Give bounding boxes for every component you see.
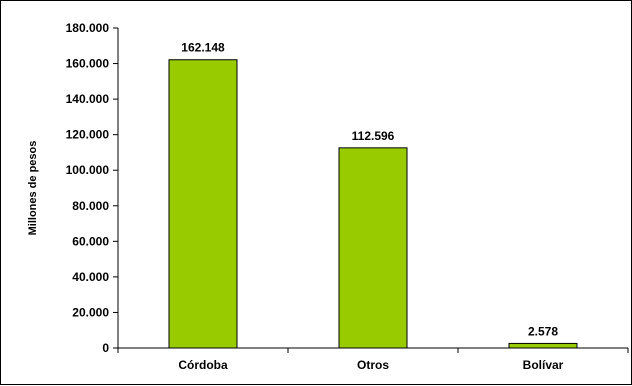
y-axis-ticks: 0 20.000 40.000 60.000 80.000 100.000 120.000 1… [66, 21, 118, 355]
bar-3 [508, 342, 578, 349]
data-label: 112.596 [352, 129, 395, 143]
y-tick-label: 120.000 [66, 128, 110, 142]
data-label: 162.148 [181, 41, 225, 55]
y-tick-label: 180.000 [66, 21, 110, 35]
axes [117, 28, 628, 349]
y-axis-title: Millones de pesos [27, 141, 39, 236]
bar-1 [168, 59, 238, 349]
bar-2 [338, 147, 408, 349]
bars [168, 59, 578, 349]
y-tick-label: 100.000 [66, 163, 110, 177]
y-tick-label: 80.000 [72, 199, 109, 213]
x-tick-label: Córdoba [178, 358, 228, 372]
y-tick-label: 140.000 [66, 92, 110, 106]
y-tick-label: 40.000 [72, 270, 109, 284]
y-tick-label: 160.000 [66, 57, 110, 71]
x-tick-label: Bolívar [523, 358, 564, 372]
data-labels: 162.148 112.596 2.578 [181, 41, 558, 339]
x-axis-ticks: Córdoba Otros Bolívar [117, 348, 629, 372]
y-tick-label: 60.000 [72, 234, 109, 248]
y-tick-label: 0 [102, 341, 109, 355]
x-tick-label: Otros [357, 358, 389, 372]
y-tick-label: 20.000 [72, 305, 109, 319]
data-label: 2.578 [528, 324, 558, 338]
